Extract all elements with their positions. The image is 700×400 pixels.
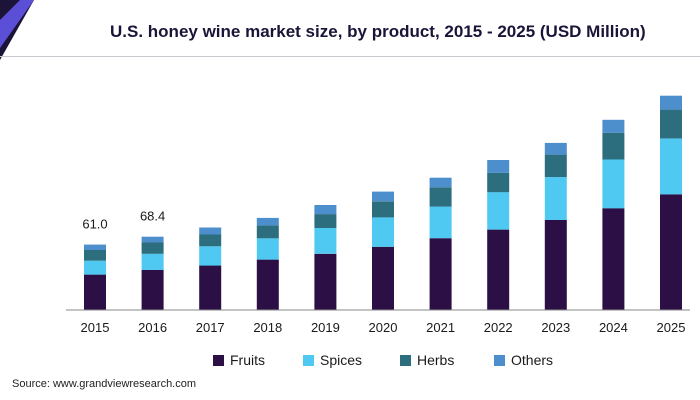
legend-label: Spices xyxy=(320,352,363,368)
bar-segment-spices-2022 xyxy=(487,192,510,230)
title-divider xyxy=(0,56,700,57)
bar-segment-herbs-2025 xyxy=(660,109,682,139)
x-tick-label: 2018 xyxy=(253,320,282,335)
chart-legend: Fruits Spices Herbs Others xyxy=(0,352,700,372)
x-tick-label: 2021 xyxy=(426,320,455,335)
bar-segment-spices-2025 xyxy=(660,138,682,195)
bar-segment-spices-2015 xyxy=(84,260,106,275)
bar-segment-spices-2017 xyxy=(199,246,222,266)
bar-segment-spices-2016 xyxy=(141,253,164,270)
x-tick-label: 2022 xyxy=(484,320,513,335)
bar-segment-others-2016 xyxy=(141,236,164,243)
x-tick-label: 2019 xyxy=(311,320,340,335)
x-tick-label: 2025 xyxy=(657,320,686,335)
bar-segment-spices-2024 xyxy=(602,159,625,209)
bar-segment-fruits-2021 xyxy=(429,238,452,310)
bar-segment-herbs-2021 xyxy=(429,187,452,207)
bar-segment-fruits-2018 xyxy=(256,259,279,310)
data-labels: 61.0 68.4 xyxy=(82,209,165,232)
legend-item-spices: Spices xyxy=(303,352,362,368)
legend-item-herbs: Herbs xyxy=(400,352,454,368)
bar-segment-others-2021 xyxy=(429,177,452,188)
x-tick-label: 2017 xyxy=(196,320,225,335)
bar-segment-fruits-2015 xyxy=(84,274,106,310)
x-tick-label: 2023 xyxy=(541,320,570,335)
bar-segment-herbs-2020 xyxy=(372,201,394,218)
bars-layer xyxy=(84,95,682,311)
bar-segment-others-2024 xyxy=(602,119,625,133)
bar-segment-fruits-2023 xyxy=(544,220,567,310)
bar-segment-spices-2019 xyxy=(314,228,337,254)
data-label-2016: 68.4 xyxy=(140,209,165,224)
bar-segment-spices-2021 xyxy=(429,206,452,239)
bar-segment-others-2022 xyxy=(487,160,510,173)
chart-title: U.S. honey wine market size, by product,… xyxy=(110,22,646,41)
bar-segment-fruits-2019 xyxy=(314,253,337,311)
bar-segment-spices-2018 xyxy=(256,238,279,260)
stacked-bar-chart: 2015 2016 2017 2018 2019 2020 2021 2022 2023 2024… xyxy=(66,95,690,335)
x-tick-label: 2024 xyxy=(599,320,628,335)
bar-segment-others-2018 xyxy=(256,217,279,226)
bar-segment-fruits-2020 xyxy=(372,246,394,310)
bar-segment-fruits-2025 xyxy=(660,194,682,310)
brand-corner-logo xyxy=(0,0,34,60)
bar-segment-others-2015 xyxy=(84,244,106,250)
bar-segment-fruits-2017 xyxy=(199,265,222,310)
legend-swatch xyxy=(494,354,505,366)
bar-segment-herbs-2018 xyxy=(256,225,279,239)
legend-item-fruits: Fruits xyxy=(213,352,265,368)
bar-segment-fruits-2016 xyxy=(141,269,164,310)
bar-segment-herbs-2019 xyxy=(314,214,337,228)
bar-segment-others-2019 xyxy=(314,205,337,215)
legend-swatch xyxy=(400,354,411,366)
logo-accent-shape xyxy=(0,0,34,48)
bar-segment-others-2017 xyxy=(199,227,222,235)
bar-segment-others-2025 xyxy=(660,95,682,110)
x-tick-label: 2016 xyxy=(138,320,167,335)
legend-label: Fruits xyxy=(230,352,265,368)
legend-label: Herbs xyxy=(417,352,455,368)
bar-segment-fruits-2024 xyxy=(602,208,625,310)
legend-swatch xyxy=(303,354,314,366)
data-label-2015: 61.0 xyxy=(82,217,107,232)
source-note: Source: www.grandviewresearch.com xyxy=(12,378,197,390)
bar-segment-spices-2020 xyxy=(372,217,394,247)
bar-segment-herbs-2017 xyxy=(199,234,222,247)
bar-segment-spices-2023 xyxy=(544,177,567,220)
bar-segment-herbs-2015 xyxy=(84,250,106,261)
legend-item-others: Others xyxy=(494,352,553,368)
x-tick-label: 2015 xyxy=(81,320,110,335)
bar-segment-herbs-2022 xyxy=(487,172,510,193)
bar-segment-fruits-2022 xyxy=(487,229,510,310)
bar-segment-herbs-2024 xyxy=(602,132,625,160)
x-tick-label: 2020 xyxy=(369,320,398,335)
bar-segment-others-2023 xyxy=(544,142,567,155)
legend-swatch xyxy=(213,354,224,366)
legend-label: Others xyxy=(511,352,554,368)
bar-segment-herbs-2016 xyxy=(141,242,164,254)
bar-segment-others-2020 xyxy=(372,191,394,202)
bar-segment-herbs-2023 xyxy=(544,154,567,178)
x-tick-labels: 2015 2016 2017 2018 2019 2020 2021 2022 2023 2024… xyxy=(81,320,686,335)
